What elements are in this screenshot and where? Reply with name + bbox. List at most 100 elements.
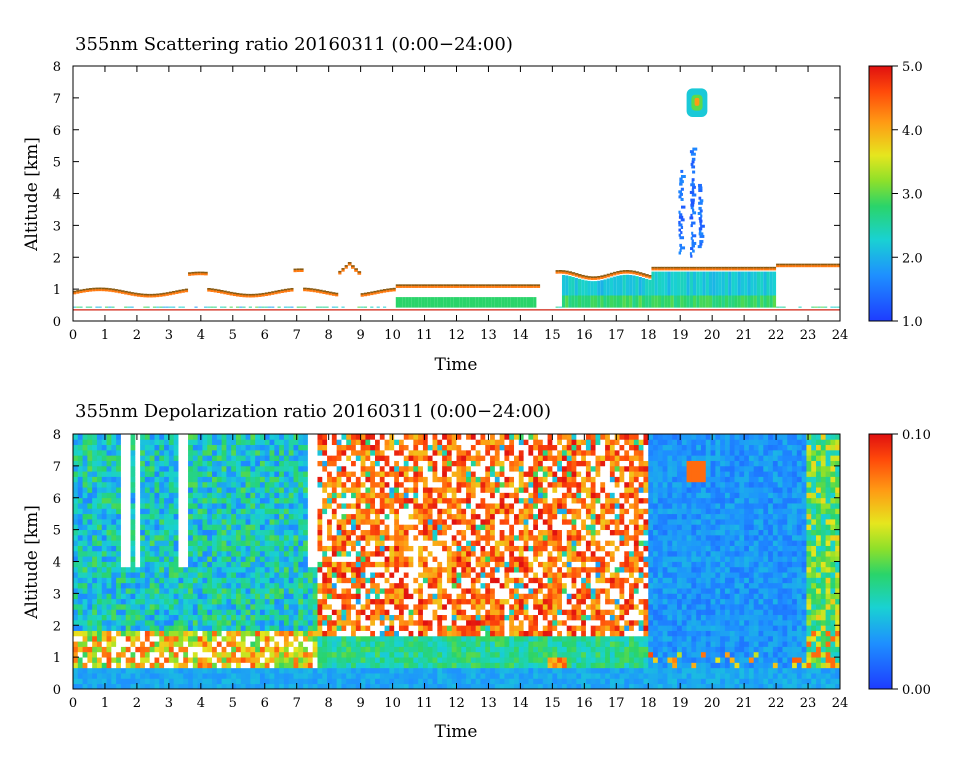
data-cell [446, 284, 451, 309]
data-cell [221, 635, 227, 642]
data-cell [360, 657, 366, 663]
data-cell [437, 635, 443, 642]
data-cell [475, 284, 480, 287]
data-cell [111, 577, 117, 584]
data-cell [140, 630, 146, 637]
data-cell [427, 508, 433, 515]
data-cell [661, 295, 665, 308]
data-cell [96, 582, 103, 589]
data-cell [154, 519, 160, 525]
data-cell [149, 503, 155, 509]
data-cell [283, 646, 290, 653]
data-cell [154, 572, 160, 578]
data-cell [259, 641, 266, 647]
data-cell [788, 263, 793, 266]
data-cell [183, 508, 189, 515]
data-cell [664, 268, 668, 271]
data-cell [432, 598, 438, 605]
data-cell [164, 529, 170, 536]
data-cell [763, 295, 767, 308]
data-cell [370, 492, 376, 499]
data-cell [437, 460, 443, 467]
data-cell [341, 550, 347, 557]
data-cell [413, 678, 419, 685]
data-cell [202, 641, 208, 647]
data-cell [403, 657, 409, 663]
data-cell [351, 508, 357, 515]
data-cell [418, 481, 424, 488]
data-cell [698, 229, 702, 233]
data-cell [156, 295, 160, 298]
data-cell [140, 678, 146, 685]
data-cell [79, 306, 84, 308]
data-cell [514, 285, 518, 288]
data-cell [279, 657, 285, 663]
data-cell [231, 545, 237, 552]
data-cell [293, 534, 299, 541]
data-cell [442, 588, 448, 594]
data-cell [365, 455, 371, 461]
data-cell [418, 434, 424, 440]
data-cell [154, 460, 160, 467]
data-cell [603, 274, 608, 277]
data-cell [664, 266, 668, 269]
data-cell [120, 577, 127, 584]
data-cell [212, 598, 218, 605]
data-cell [96, 476, 103, 483]
data-cell [403, 667, 409, 674]
data-cell [422, 588, 429, 594]
data-cell [788, 265, 793, 268]
data-cell [178, 604, 184, 610]
data-cell [212, 492, 218, 499]
data-cell [162, 292, 167, 309]
data-cell [125, 434, 131, 440]
data-cell [384, 635, 390, 642]
data-cell [331, 678, 338, 685]
data-cell [763, 266, 767, 269]
data-cell [360, 529, 366, 536]
data-cell [288, 657, 294, 663]
data-cell [87, 465, 93, 472]
data-cell [336, 673, 342, 679]
data-cell [331, 593, 338, 600]
data-cell [125, 529, 131, 536]
data-cell [192, 657, 199, 663]
data-cell [73, 513, 79, 520]
data-cell [408, 455, 414, 461]
data-cell [384, 598, 390, 605]
data-cell [172, 290, 176, 293]
data-cell [135, 503, 141, 509]
data-cell [202, 577, 208, 584]
data-cell [327, 460, 333, 467]
data-cell [149, 588, 155, 594]
data-cell [398, 614, 405, 621]
data-cell [451, 614, 457, 621]
data-cell [351, 625, 357, 631]
data-cell [379, 598, 385, 605]
data-cell [164, 614, 170, 621]
data-cell [240, 657, 246, 663]
data-cell [379, 540, 385, 546]
data-cell [355, 641, 362, 647]
data-cell [216, 641, 223, 647]
data-cell [168, 566, 175, 573]
data-cell [96, 683, 103, 690]
data-cell [87, 540, 93, 546]
data-cell [143, 293, 148, 309]
data-cell [264, 439, 270, 446]
data-cell [801, 263, 806, 309]
data-cell [125, 545, 131, 552]
data-cell [317, 577, 323, 584]
data-cell [168, 497, 175, 504]
data-cell [235, 306, 240, 308]
data-cell [389, 439, 395, 446]
data-cell [250, 619, 256, 626]
data-cell [130, 678, 136, 685]
data-cell [130, 306, 135, 308]
data-cell [398, 550, 405, 557]
data-cell [403, 556, 409, 562]
data-cell [782, 263, 787, 266]
data-cell [140, 465, 146, 472]
data-cell [111, 662, 117, 669]
data-cell [207, 289, 211, 292]
